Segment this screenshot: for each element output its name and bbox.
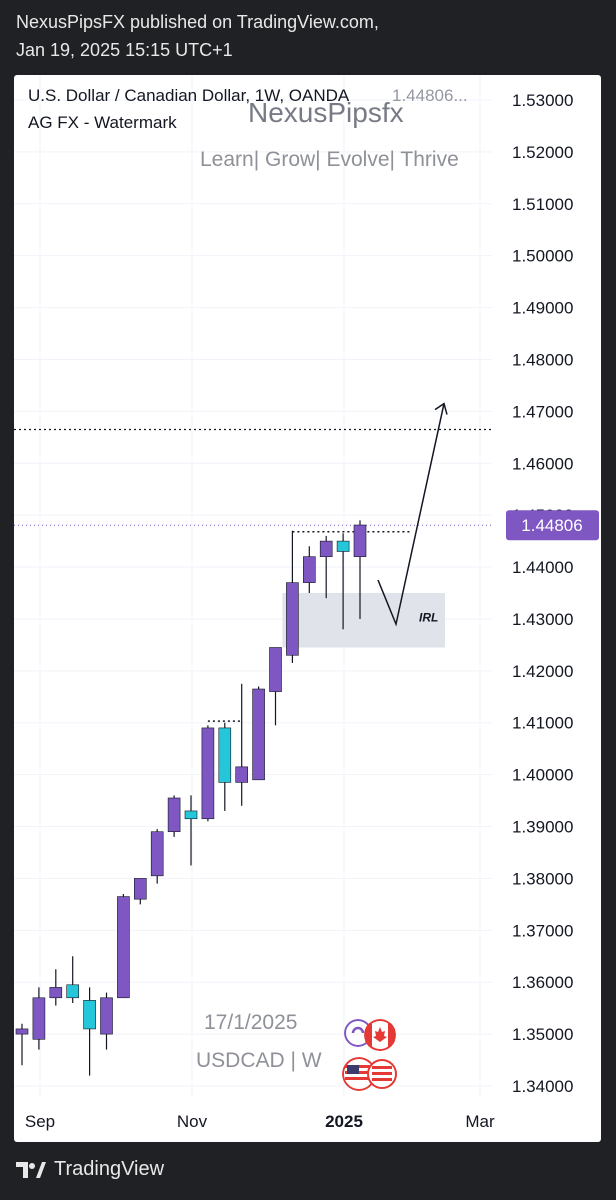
y-tick-label: 1.39000 [512,818,573,837]
canada-flag-icon [364,1019,396,1051]
last-price-tag[interactable] [506,510,599,541]
x-tick-label: Mar [465,1112,495,1131]
y-tick-label: 1.48000 [512,350,573,369]
levels [14,428,492,722]
bear-candle [218,727,232,783]
footer[interactable]: TradingView [16,1158,164,1181]
candles [15,520,367,1076]
bear-candle [184,810,198,820]
y-tick-label: 1.34000 [512,1077,573,1096]
symbol-title[interactable]: U.S. Dollar / Canadian Dollar, 1W, OANDA [28,86,350,105]
flag-overlap-icon [367,1059,397,1089]
bull-candle [117,896,130,999]
last-price-value: 1.44806 [521,516,582,535]
y-tick-label: 1.51000 [512,195,573,214]
watermark-slogan: Learn| Grow| Evolve| Thrive [200,148,459,171]
x-tick-label: 2025 [325,1112,363,1131]
x-tick-label: Sep [25,1112,55,1131]
y-tick-label: 1.49000 [512,299,573,318]
bull-candle [100,997,113,1035]
watermark-pair: USDCAD | W [196,1049,322,1072]
zone-layer: IRL [282,593,445,648]
y-tick-label: 1.47000 [512,402,573,421]
bull-candle [134,878,147,900]
bull-candle [201,727,215,820]
bull-candle [319,540,333,557]
annotations [377,402,448,627]
y-tick-label: 1.40000 [512,766,573,785]
bear-candle [83,1000,96,1030]
publish-date: Jan 19, 2025 15:15 UTC+1 [16,40,233,60]
legend-last-price: 1.44806... [392,86,468,105]
y-tick-label: 1.50000 [512,247,573,266]
y-tick-label: 1.44000 [512,558,573,577]
bull-candle [252,688,265,781]
price-axis[interactable]: 1.34000 1.35000 1.36000 1.37000 1.38000 1.390… [506,91,599,1096]
bull-candle [150,831,164,877]
y-tick-label: 1.36000 [512,973,573,992]
bear-candle [66,984,80,999]
watermark-brand: NexusPipsfx [248,97,404,128]
x-tick-label: Nov [177,1112,208,1131]
y-tick-label: 1.38000 [512,869,573,888]
y-tick-label: 1.41000 [512,714,573,733]
bull-candle [269,647,282,692]
chart-card[interactable]: IRL 1.34000 1.35000 1.36000 1.37000 1.38000 1… [14,75,601,1142]
irl-label: IRL [419,611,438,625]
candlestick-chart[interactable]: IRL 1.340001.350001.360001.370001.380001… [14,75,601,1142]
publisher-line: NexusPipsFX published on TradingView.com… [16,12,379,32]
bull-candle [15,1028,29,1035]
y-tick-label: 1.42000 [512,662,573,681]
bull-candle [302,556,316,583]
arrow-head-icon [434,402,448,415]
grid [14,75,492,1098]
bull-candle [235,766,248,783]
irl-zone [282,593,445,648]
y-tick-label: 1.52000 [512,143,573,162]
bull-candle [167,797,181,833]
bull-candle [49,987,63,999]
us-flag-icon [342,1057,376,1091]
tradingview-logo-icon [16,1161,46,1178]
y-tick-label: 1.53000 [512,91,573,110]
y-tick-label: 1.35000 [512,1025,573,1044]
projection-path [377,403,445,627]
bull-candle [353,524,367,557]
footer-brand: TradingView [54,1158,165,1180]
watermark-date: 17/1/2025 [204,1011,298,1034]
indicator-title[interactable]: AG FX - Watermark [28,113,177,132]
bear-candle [336,540,350,552]
y-tick-label: 1.43000 [512,610,573,629]
time-axis[interactable]: Sep Nov 2025 Mar [25,1112,495,1131]
y-tick-label: 1.37000 [512,921,573,940]
bull-candle [286,582,299,656]
bull-candle [32,997,46,1040]
y-tick-label: 1.46000 [512,454,573,473]
